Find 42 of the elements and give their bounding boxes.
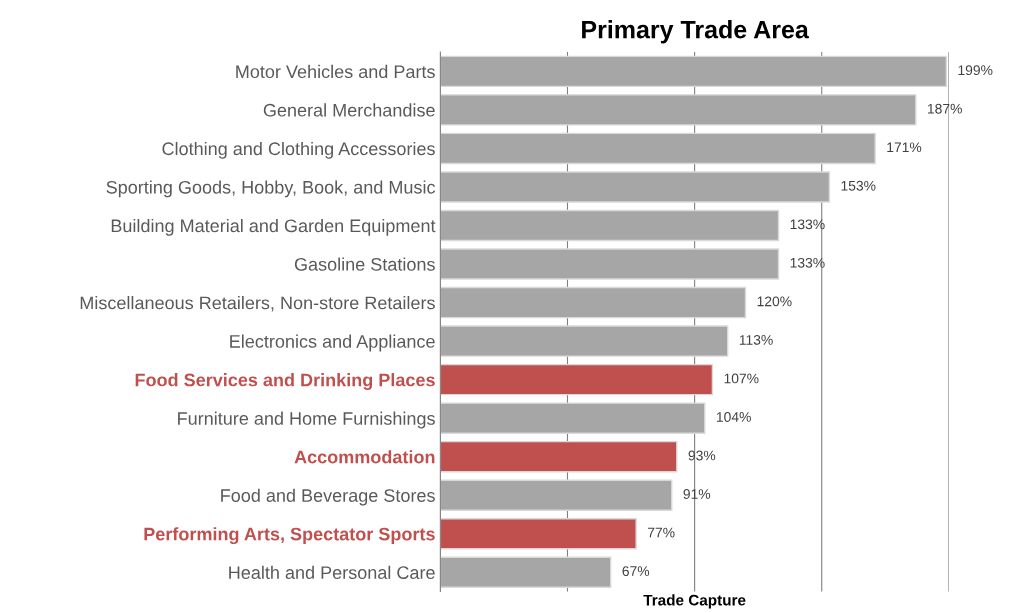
- bar: [440, 402, 706, 434]
- y-tick-label: Food Services and Drinking Places: [135, 373, 435, 390]
- y-tick-label: Clothing and Clothing Accessories: [162, 141, 435, 159]
- y-tick-label: Electronics and Appliance: [230, 334, 435, 352]
- data-label: 120%: [757, 296, 792, 307]
- chart-title: Primary Trade Area: [582, 20, 809, 44]
- bar: [440, 94, 917, 126]
- bar: [440, 171, 831, 203]
- data-label: 107%: [724, 373, 759, 384]
- bar: [440, 363, 714, 396]
- y-tick-label: Performing Arts, Spectator Sports: [144, 527, 435, 545]
- data-label: 113%: [739, 334, 773, 345]
- bar: [440, 556, 612, 589]
- bar: [440, 518, 637, 550]
- y-tick-label: Miscellaneous Retailers, Non-store Retailers: [80, 296, 435, 312]
- data-label: 153%: [841, 180, 876, 191]
- bar: [440, 440, 678, 473]
- bar: [440, 248, 780, 280]
- y-tick-label: Furniture and Home Furnishings: [178, 411, 435, 429]
- bar: [440, 479, 673, 511]
- bar: [440, 286, 747, 319]
- data-label: 133%: [790, 257, 825, 268]
- bar: [440, 209, 780, 242]
- y-tick-label: General Merchandise: [263, 103, 435, 117]
- y-tick-label: Gasoline Stations: [294, 257, 435, 271]
- y-tick-label: Motor Vehicles and Parts: [236, 64, 435, 79]
- bar: [440, 132, 876, 165]
- y-tick-label: Accommodation: [294, 450, 435, 464]
- data-label: 133%: [790, 219, 825, 230]
- data-label: 171%: [887, 142, 922, 153]
- y-tick-label: Building Material and Garden Equipment: [111, 218, 436, 236]
- data-label: 67%: [622, 566, 650, 577]
- y-tick-label: Sporting Goods, Hobby, Book, and Music: [106, 180, 436, 198]
- y-tick-label: Food and Beverage Stores: [221, 488, 435, 506]
- data-label: 104%: [716, 412, 751, 422]
- x-axis-title: Trade Capture: [643, 594, 746, 609]
- data-label: 77%: [647, 527, 675, 538]
- bar: [440, 55, 948, 88]
- data-label: 187%: [927, 103, 962, 114]
- data-label: 199%: [958, 65, 993, 76]
- y-tick-label: Health and Personal Care: [229, 565, 435, 579]
- bar: [440, 325, 729, 357]
